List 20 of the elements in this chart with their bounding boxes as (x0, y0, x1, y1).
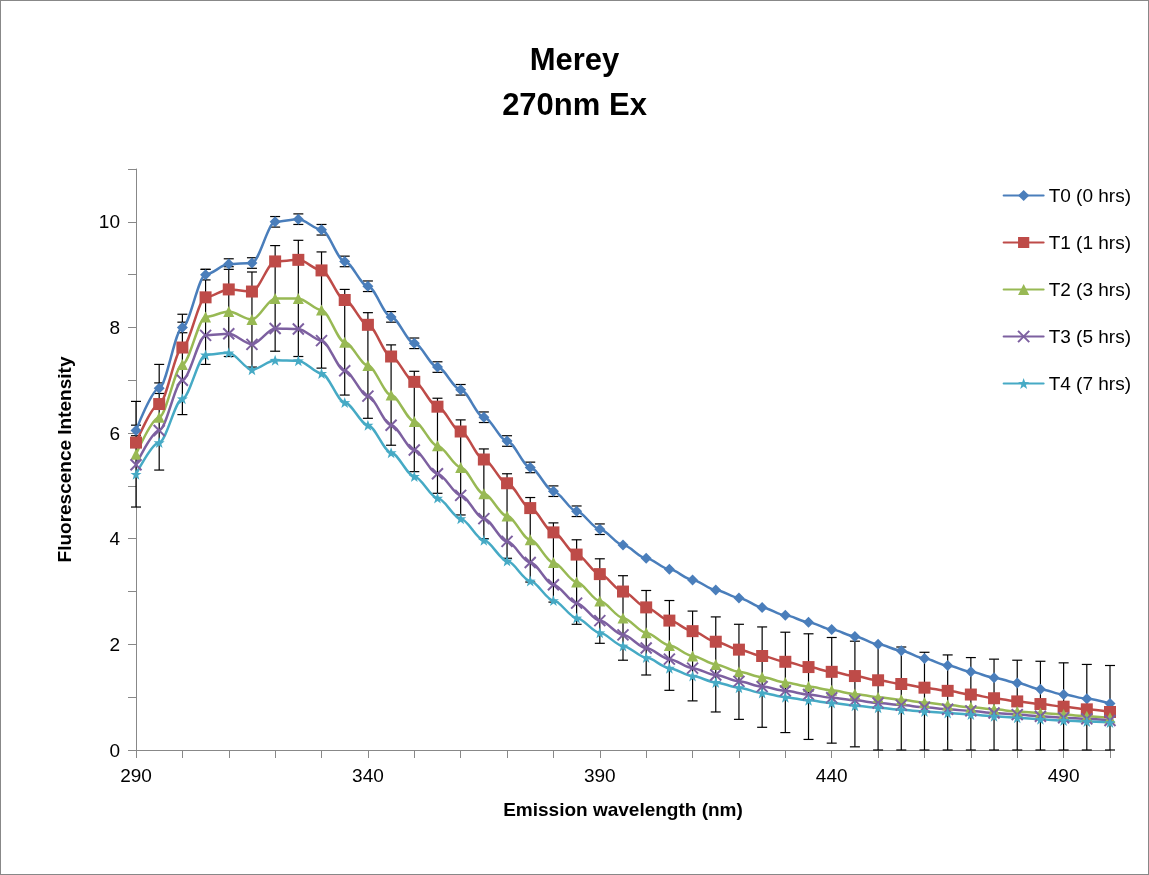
x-tick-label: 440 (815, 765, 848, 786)
y-tick-label: 4 (109, 528, 121, 550)
x-tick-label: 290 (120, 765, 152, 786)
chart-subtitle: 270nm Ex (502, 87, 648, 122)
x-tick-label: 390 (583, 765, 616, 786)
x-tick-label: 340 (352, 765, 384, 786)
legend-label: T2 (3 hrs) (1048, 279, 1132, 300)
legend-label: T3 (5 hrs) (1048, 326, 1132, 347)
x-tick-label: 490 (1047, 765, 1080, 786)
y-tick-label: 8 (109, 316, 120, 338)
y-tick-label: 2 (109, 633, 120, 655)
x-axis-title: Emission wavelength (nm) (503, 799, 743, 820)
chart-title: Merey (529, 42, 621, 77)
legend-label: T4 (7 hrs) (1048, 373, 1132, 394)
legend-label: T1 (1 hrs) (1048, 232, 1132, 253)
y-tick-label: 0 (109, 739, 120, 761)
y-tick-label: 10 (98, 211, 120, 233)
legend-label: T0 (0 hrs) (1048, 185, 1132, 206)
y-axis-title: Fluorescence Intensity (54, 356, 75, 563)
y-tick-label: 6 (109, 422, 120, 444)
